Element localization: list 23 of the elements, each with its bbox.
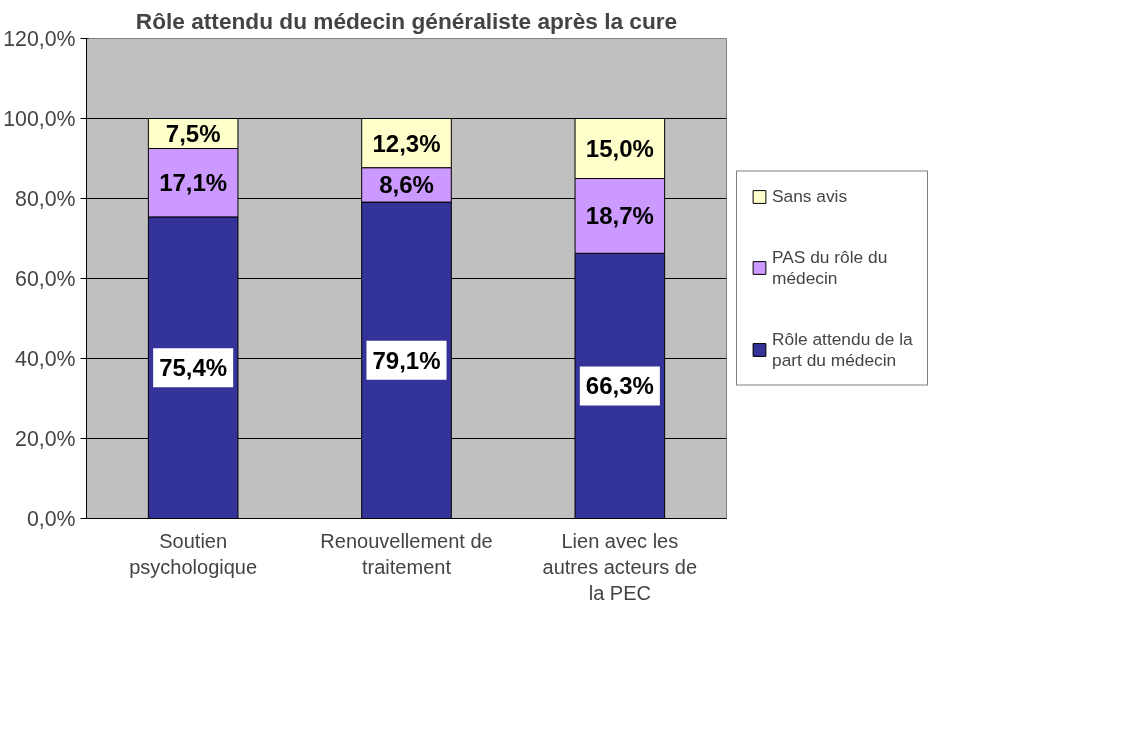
y-tick-label: 0,0%	[26, 506, 76, 531]
data-label: 8,6%	[379, 171, 434, 199]
data-label: 12,3%	[372, 129, 441, 157]
x-tick-label: Renouvellement de traitement	[320, 529, 493, 578]
data-label: 75,4%	[159, 354, 228, 382]
data-label: 7,5%	[165, 120, 221, 147]
data-label: 17,1%	[159, 169, 228, 197]
legend-label: Sans avis	[772, 185, 848, 207]
x-tick-label: Soutien psychologique	[129, 529, 258, 578]
data-label: 15,0%	[585, 135, 654, 162]
y-tick-label: 100,0%	[3, 106, 76, 131]
data-label: 18,7%	[585, 202, 654, 230]
y-tick-label: 60,0%	[15, 266, 76, 291]
y-tick-label: 20,0%	[15, 426, 76, 451]
y-tick-label: 40,0%	[15, 346, 76, 371]
x-tick-label: Lien avec les autres acteurs de la PEC	[542, 529, 698, 605]
y-tick-label: 120,0%	[3, 26, 76, 51]
legend-label: PAS du rôle du médecin	[772, 246, 888, 289]
data-label: 79,1%	[372, 346, 441, 374]
chart-title: Rôle attendu du médecin généraliste après la cure	[135, 7, 678, 34]
data-label: 66,3%	[585, 372, 654, 400]
legend-label: Rôle attendu de la part du médecin	[772, 328, 913, 371]
y-tick-label: 80,0%	[15, 186, 76, 211]
